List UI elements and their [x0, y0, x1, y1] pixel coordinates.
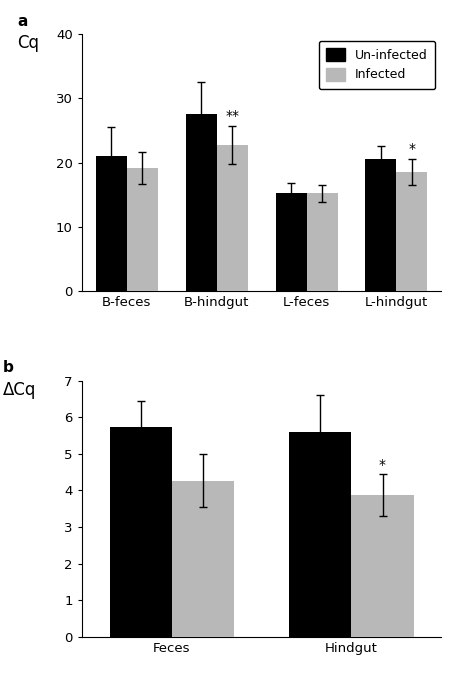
Text: ΔCq: ΔCq	[3, 381, 36, 399]
Bar	[351, 495, 414, 637]
Bar	[127, 168, 158, 290]
Text: Cq: Cq	[17, 34, 39, 52]
Bar	[396, 172, 427, 290]
Text: b: b	[3, 360, 14, 375]
Bar	[307, 193, 338, 290]
Text: a: a	[17, 14, 28, 29]
Text: **: **	[225, 109, 239, 123]
Bar	[96, 156, 127, 290]
Text: *: *	[409, 142, 415, 156]
Bar	[110, 427, 172, 637]
Text: *: *	[379, 458, 386, 472]
Bar	[172, 481, 234, 637]
Bar	[365, 160, 396, 290]
Bar	[289, 432, 352, 637]
Bar	[276, 192, 307, 290]
Bar	[217, 145, 248, 290]
Legend: Un-infected, Infected: Un-infected, Infected	[318, 40, 435, 89]
Bar	[186, 114, 217, 290]
